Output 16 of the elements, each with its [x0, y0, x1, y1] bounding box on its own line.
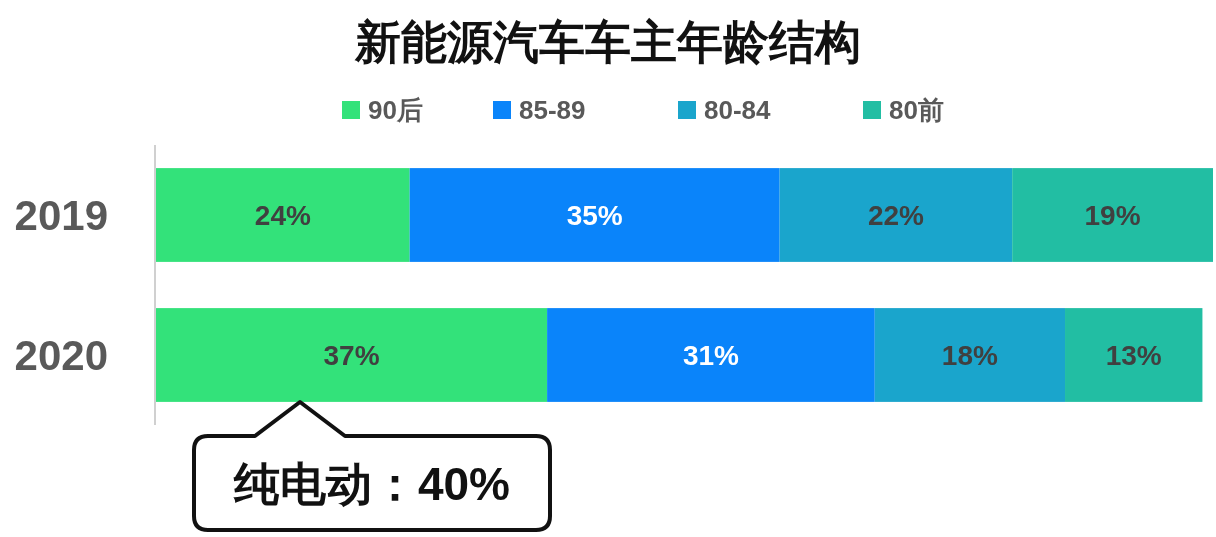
legend-label: 90后 — [368, 95, 423, 125]
legend-label: 80前 — [889, 95, 944, 125]
data-label: 24% — [254, 200, 311, 231]
data-label: 13% — [1105, 340, 1162, 371]
data-label: 19% — [1084, 200, 1141, 231]
y-tick-label: 2019 — [14, 192, 108, 239]
data-label: 31% — [682, 340, 740, 371]
data-label: 22% — [867, 200, 925, 231]
y-tick-label: 2020 — [14, 332, 108, 379]
text: 纯电动：40% — [232, 458, 511, 510]
legend-label: 80-84 — [704, 95, 772, 125]
legend-label: 85-89 — [519, 95, 586, 125]
chart-title: 新能源汽车车主年龄结构 — [354, 16, 861, 68]
data-label: 18% — [941, 340, 999, 371]
data-label: 35% — [566, 200, 623, 231]
data-label: 37% — [323, 340, 380, 371]
